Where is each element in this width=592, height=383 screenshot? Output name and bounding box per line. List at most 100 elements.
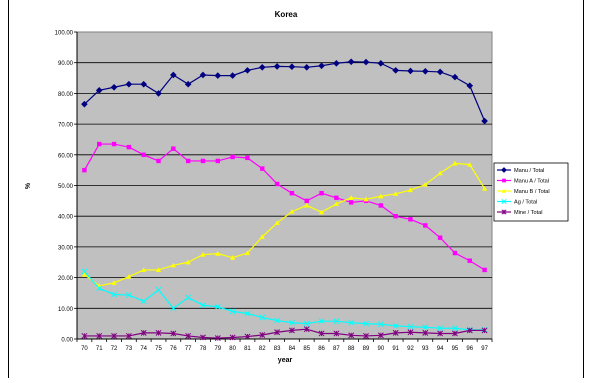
data-point — [482, 267, 487, 273]
x-tick-label: 73 — [126, 346, 133, 352]
data-point — [171, 146, 176, 151]
x-axis-ticks: 70 71 72 73 74 75 76 77 78 79 80 81 82 83 84 85 86 87 88 89… — [76, 339, 493, 352]
x-tick-label: 72 — [111, 346, 118, 352]
data-point — [378, 193, 384, 199]
legend-label: Ag / Total — [514, 200, 537, 206]
x-axis-label: year — [278, 357, 293, 364]
data-point — [348, 195, 354, 200]
x-tick-label: 92 — [407, 346, 414, 352]
x-tick-label: 78 — [200, 346, 207, 352]
data-point — [392, 67, 399, 74]
legend-label: Manu A / Total — [514, 179, 549, 185]
data-point — [274, 181, 280, 187]
y-tick-label: 70.00 — [58, 123, 74, 129]
x-tick-label: 82 — [259, 346, 266, 352]
y-tick-label: 90.00 — [58, 61, 74, 67]
data-point — [245, 155, 250, 161]
frame-right-border — [583, 0, 584, 378]
data-point — [81, 332, 88, 339]
data-point — [141, 152, 146, 158]
x-tick-label: 80 — [229, 346, 236, 352]
data-point — [259, 234, 265, 239]
data-point — [408, 217, 413, 222]
data-point — [200, 158, 206, 164]
data-point — [392, 322, 399, 329]
data-point — [214, 72, 222, 79]
data-point — [501, 188, 507, 193]
series-line — [84, 328, 485, 339]
x-tick-label: 75 — [155, 346, 162, 352]
data-point — [155, 267, 162, 273]
data-point — [348, 200, 354, 205]
y-tick-label: 50.00 — [58, 184, 74, 190]
series-line — [83, 143, 485, 271]
data-point — [348, 332, 355, 339]
data-point — [347, 58, 355, 66]
data-point — [244, 310, 251, 317]
data-point — [170, 305, 177, 312]
data-point — [155, 329, 162, 336]
data-point — [95, 87, 103, 94]
data-point — [229, 334, 236, 341]
data-point — [185, 158, 191, 164]
x-tick-label: 77 — [185, 346, 192, 352]
data-point — [437, 325, 444, 332]
data-point — [333, 60, 340, 67]
data-point — [318, 209, 325, 215]
data-point — [303, 63, 311, 71]
data-point — [259, 332, 266, 338]
data-point — [273, 63, 281, 70]
data-point — [244, 250, 251, 256]
data-point — [260, 166, 265, 171]
data-point — [140, 329, 147, 336]
data-point — [200, 251, 206, 257]
data-point — [318, 330, 325, 337]
chart-legend: Manu / Total Manu A / Total Manu B / Total… — [493, 162, 569, 222]
data-point — [81, 271, 88, 277]
x-tick-label: 90 — [377, 346, 384, 352]
data-point — [481, 117, 488, 125]
data-point — [481, 185, 488, 191]
data-point — [451, 73, 459, 81]
data-point — [126, 274, 132, 279]
data-point — [125, 80, 133, 88]
data-point — [437, 235, 443, 240]
data-point — [407, 187, 414, 193]
x-tick-label: 74 — [140, 346, 147, 352]
data-point — [377, 60, 385, 67]
data-point — [141, 267, 147, 273]
data-point — [392, 329, 399, 336]
legend-item: Mine / Total — [497, 209, 543, 216]
legend-item: Manu B / Total — [497, 188, 550, 195]
data-point — [215, 251, 221, 256]
y-tick-label: 20.00 — [58, 276, 74, 282]
data-point — [319, 190, 324, 196]
data-point — [200, 334, 206, 341]
x-tick-label: 88 — [348, 346, 355, 352]
data-point — [348, 319, 355, 326]
data-point — [318, 62, 325, 70]
data-point — [363, 332, 369, 339]
data-point — [125, 332, 132, 339]
x-tick-label: 96 — [466, 346, 473, 352]
data-point — [155, 286, 162, 293]
data-point — [97, 141, 102, 147]
data-point — [407, 67, 414, 75]
data-point — [140, 298, 147, 305]
data-point — [81, 100, 88, 108]
y-axis-label: % — [25, 182, 32, 189]
data-point — [422, 324, 429, 331]
data-point — [199, 71, 207, 79]
data-point — [451, 330, 458, 337]
x-tick-label: 76 — [170, 346, 177, 352]
data-point — [111, 280, 117, 285]
data-point — [259, 314, 266, 321]
data-point — [274, 220, 280, 226]
y-tick-label: 80.00 — [58, 92, 74, 98]
data-point — [170, 71, 177, 79]
data-point — [303, 326, 310, 333]
data-point — [170, 330, 177, 337]
frame-left-border — [8, 0, 9, 378]
y-tick-label: 30.00 — [58, 245, 74, 251]
